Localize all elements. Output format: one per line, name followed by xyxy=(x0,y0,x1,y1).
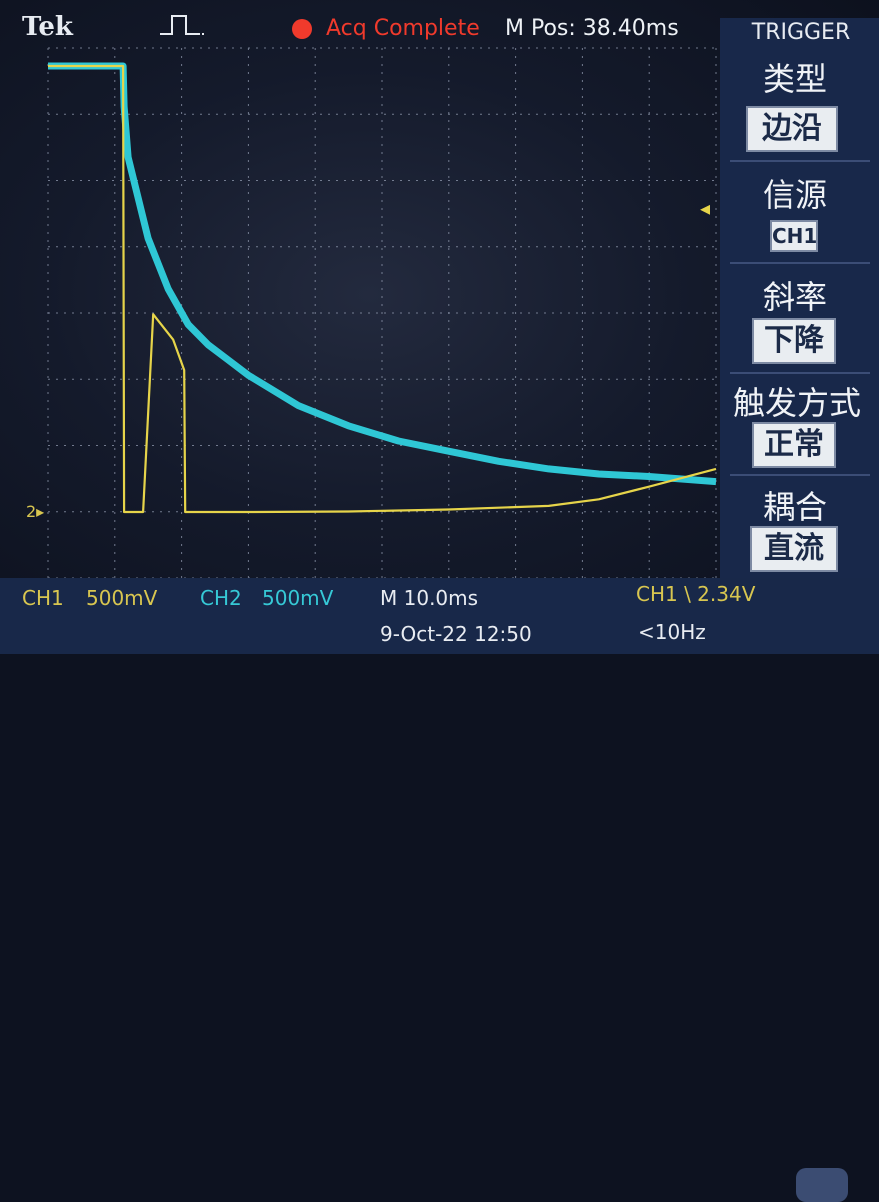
chat-bubble-icon xyxy=(796,1168,848,1202)
acq-status: Acq Complete xyxy=(326,16,480,41)
readout-bar: CH1 500mV CH2 500mV M 10.0ms CH1 \ 2.34V… xyxy=(0,578,879,1202)
menu-source-value[interactable]: CH1 xyxy=(770,220,818,252)
menu-source-label: 信源 xyxy=(762,176,827,214)
frequency-readout: <10Hz xyxy=(638,620,706,644)
ch2-ground-marker: 2▸ xyxy=(26,502,45,521)
ch1-trace xyxy=(48,64,717,514)
menu-divider xyxy=(730,262,870,264)
status-bar: Tek Acq Complete M Pos: 38.40ms xyxy=(0,0,879,46)
trigger-level-marker: ◂ xyxy=(700,196,711,220)
menu-slope-value[interactable]: 下降 xyxy=(752,318,836,364)
menu-type-label: 类型 xyxy=(762,60,827,98)
ch2-trace xyxy=(48,62,717,486)
menu-divider xyxy=(730,160,870,162)
ch2-scale: 500mV xyxy=(262,586,334,610)
menu-slope-label: 斜率 xyxy=(762,278,827,316)
m-pos-readout: M Pos: 38.40ms xyxy=(505,16,679,41)
pulse-edge-icon xyxy=(160,15,206,35)
menu-type-value[interactable]: 边沿 xyxy=(746,106,838,152)
graticule xyxy=(47,47,717,579)
menu-divider xyxy=(730,474,870,476)
acq-status-icon xyxy=(292,19,312,39)
menu-mode-value[interactable]: 正常 xyxy=(752,422,836,468)
trigger-readout: CH1 \ 2.34V xyxy=(636,582,756,606)
ch1-label: CH1 xyxy=(22,586,64,610)
timebase: M 10.0ms xyxy=(380,586,479,610)
ch1-scale: 500mV xyxy=(86,586,158,610)
menu-mode-label: 触发方式 xyxy=(732,384,861,422)
ch2-label: CH2 xyxy=(200,586,242,610)
menu-coupling-label: 耦合 xyxy=(762,488,827,526)
brand-logo: Tek xyxy=(22,12,73,42)
menu-coupling-value[interactable]: 直流 xyxy=(750,526,838,572)
date-time: 9-Oct-22 12:50 xyxy=(380,622,532,646)
menu-title: TRIGGER xyxy=(751,20,851,45)
waveform-display xyxy=(47,47,717,579)
menu-divider xyxy=(730,372,870,374)
